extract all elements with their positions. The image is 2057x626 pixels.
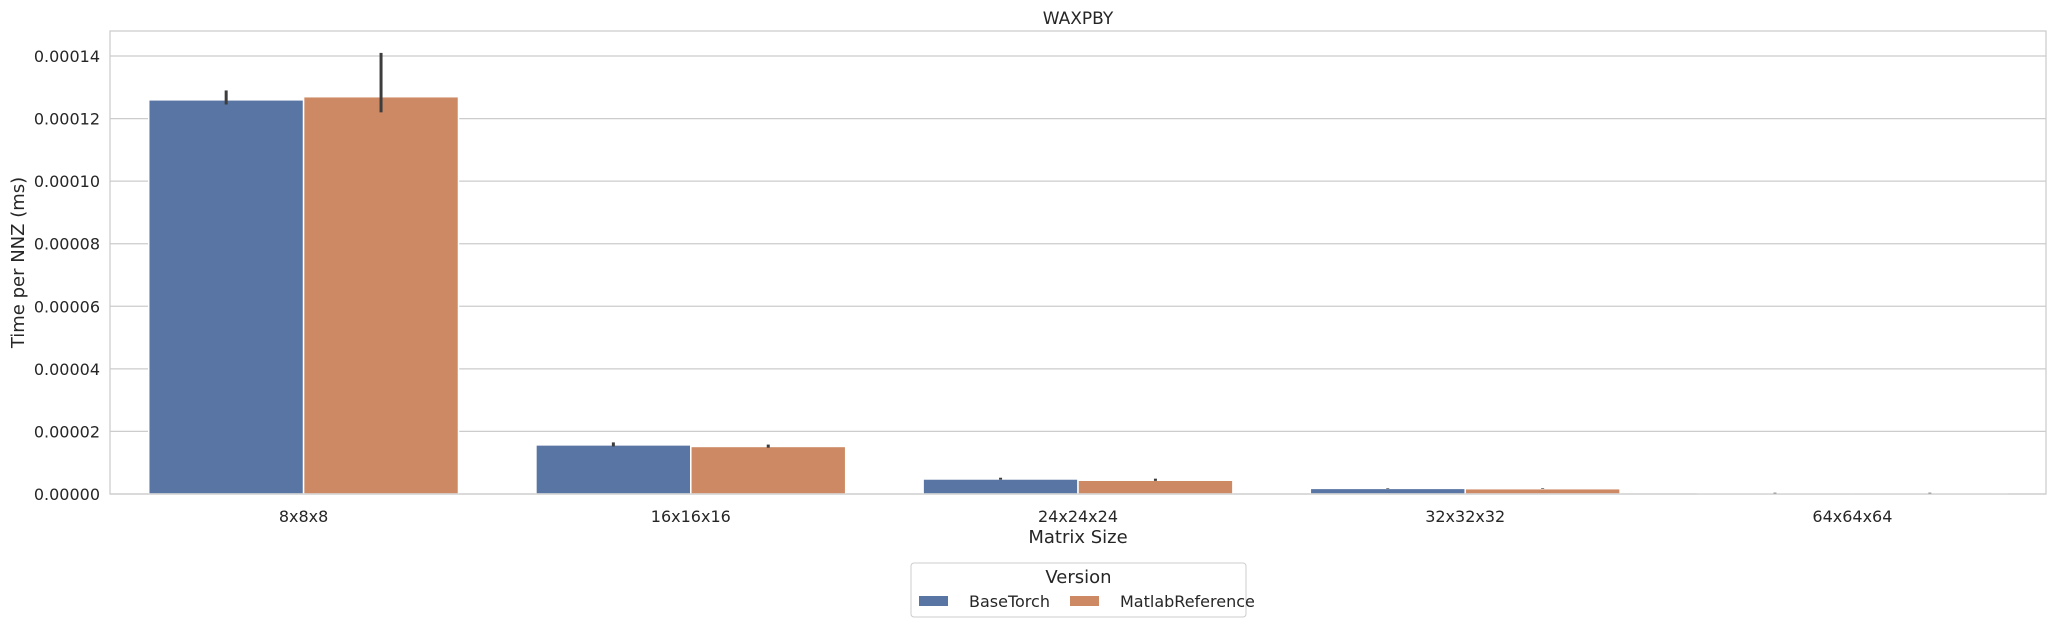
legend-swatch	[919, 596, 948, 606]
plot-frame	[109, 30, 2047, 495]
legend: Version BaseTorch MatlabReference	[910, 562, 1255, 618]
y-axis-label: Time per NNZ (ms)	[8, 177, 29, 349]
x-tick-label: 64x64x64	[1812, 507, 1892, 526]
chart-title: WAXPBY	[1043, 9, 1114, 29]
bar-basetorch-24x24x24	[922, 478, 1079, 495]
legend-label: BaseTorch	[969, 592, 1050, 611]
y-tick-label: 0.00010	[34, 172, 100, 191]
y-tick-label: 0.00012	[34, 110, 100, 129]
x-tick-label: 24x24x24	[1038, 507, 1118, 526]
x-axis-label: Matrix Size	[1028, 527, 1127, 548]
bar-basetorch-32x32x32	[1309, 487, 1466, 495]
bar-matlabreference-24x24x24	[1077, 479, 1234, 495]
y-tick-label: 0.00000	[34, 485, 100, 504]
bar-basetorch-16x16x16	[535, 444, 692, 495]
y-tick-label: 0.00006	[34, 297, 100, 316]
y-tick-label: 0.00002	[34, 422, 100, 441]
legend-items: BaseTorch MatlabReference	[919, 592, 1255, 611]
y-tick-label: 0.00014	[34, 47, 100, 66]
x-tick-label: 32x32x32	[1425, 507, 1505, 526]
legend-title: Version	[1045, 567, 1111, 588]
x-tick-label: 8x8x8	[279, 507, 328, 526]
y-tick-label: 0.00004	[34, 360, 100, 379]
legend-swatch	[1070, 596, 1099, 606]
y-tick-label: 0.00008	[34, 235, 100, 254]
y-tick-labels: 0.00000 0.00002 0.00004 0.00006 0.00008 0.000…	[34, 47, 100, 504]
bars	[147, 95, 2009, 495]
legend-label: MatlabReference	[1120, 592, 1255, 611]
bar-matlabreference-32x32x32	[1464, 487, 1621, 495]
x-tick-labels: 8x8x8 16x16x16 24x24x24 32x32x32 64x64x64	[279, 507, 1893, 526]
bar-matlabreference-8x8x8	[302, 95, 460, 495]
legend-box	[910, 562, 1247, 618]
x-tick-label: 16x16x16	[651, 507, 731, 526]
bar-matlabreference-16x16x16	[690, 445, 847, 495]
bar-basetorch-8x8x8	[147, 99, 305, 495]
error-bars	[224, 52, 1932, 494]
